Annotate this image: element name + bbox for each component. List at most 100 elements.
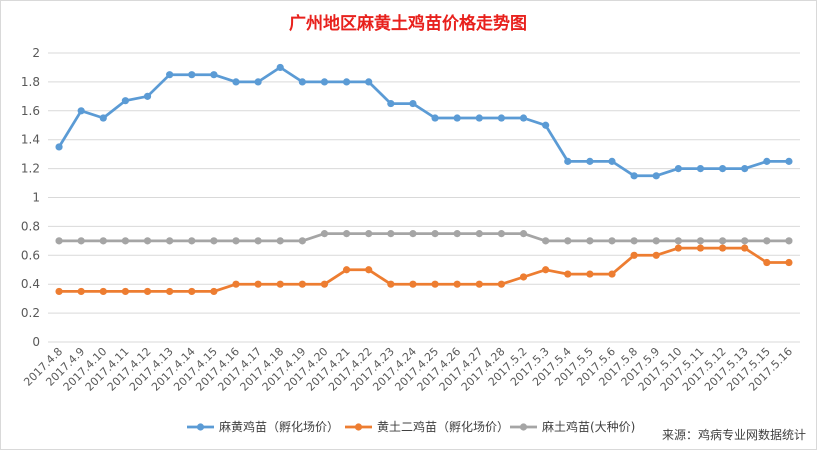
y-tick-label: 0.6 [21, 248, 40, 262]
data-point [475, 230, 483, 238]
data-point [763, 157, 771, 165]
legend-swatch-marker [354, 423, 363, 431]
data-point [453, 114, 461, 122]
data-point [497, 230, 506, 238]
data-point [652, 172, 660, 180]
data-point [718, 165, 727, 173]
data-point [77, 107, 85, 115]
data-point [188, 237, 196, 245]
series-line [57, 66, 789, 178]
data-point [298, 78, 306, 86]
data-point [608, 237, 616, 245]
y-tick-label: 1.2 [21, 162, 40, 176]
data-point [586, 237, 594, 245]
y-tick-label: 1.6 [21, 104, 40, 118]
y-tick-label: 1.8 [21, 75, 40, 89]
data-point [365, 230, 373, 238]
data-point [320, 78, 329, 86]
data-point [55, 237, 63, 245]
data-point [99, 237, 107, 245]
data-point [210, 287, 218, 296]
data-point [763, 258, 771, 267]
data-point [674, 165, 682, 173]
data-point [210, 71, 218, 79]
y-tick-label: 1.4 [21, 133, 40, 147]
data-point [99, 114, 107, 122]
data-point [542, 121, 550, 129]
data-point [674, 244, 682, 252]
data-point [254, 78, 262, 86]
data-point [166, 287, 174, 296]
data-point [741, 244, 749, 252]
data-point [453, 280, 461, 288]
data-point [77, 237, 85, 245]
data-point [276, 63, 284, 72]
series-3 [55, 230, 793, 245]
data-point [519, 273, 528, 281]
data-point [718, 237, 727, 245]
data-point [409, 99, 417, 108]
y-tick-label: 0.8 [21, 219, 40, 233]
data-point [121, 237, 130, 245]
legend-label: 黄土二鸡苗（孵化场价） [377, 419, 509, 434]
data-point [542, 266, 550, 274]
series-1 [55, 63, 793, 180]
legend-label: 麻黄鸡苗（孵化场价） [219, 419, 339, 434]
data-point [342, 266, 351, 274]
data-point [143, 237, 152, 245]
data-point [365, 78, 373, 86]
series-2 [55, 244, 793, 296]
data-point [232, 280, 240, 288]
data-point [741, 237, 749, 245]
data-point [320, 230, 329, 238]
x-axis-ticks: 2017.4.82017.4.92017.4.102017.4.112017.4… [21, 345, 795, 394]
data-point [55, 287, 63, 296]
data-point [608, 157, 616, 165]
data-point [298, 280, 306, 288]
data-point [453, 230, 461, 238]
series-layer [55, 63, 793, 296]
data-point [586, 157, 594, 165]
data-point [387, 230, 395, 238]
data-point [342, 78, 351, 86]
data-point [387, 99, 395, 108]
data-point [210, 237, 218, 245]
data-point [342, 230, 351, 238]
data-point [652, 251, 660, 259]
data-point [409, 280, 417, 288]
y-tick-label: 0 [32, 335, 40, 349]
data-point [718, 244, 727, 252]
data-point [431, 280, 439, 288]
legend: 麻黄鸡苗（孵化场价） 黄土二鸡苗（孵化场价） 麻土鸡苗(大种价) [187, 419, 635, 434]
source-note: 来源：鸡病专业网数据统计 [662, 427, 806, 442]
data-point [475, 114, 483, 122]
data-point [696, 165, 705, 173]
data-point [320, 280, 329, 288]
data-point [564, 270, 572, 278]
series-line [59, 232, 789, 243]
chart-title: 广州地区麻黄土鸡苗价格走势图 [289, 13, 527, 34]
data-point [254, 237, 262, 245]
legend-item-1: 麻黄鸡苗（孵化场价） [187, 419, 339, 434]
data-point [232, 237, 240, 245]
data-point [519, 114, 528, 122]
data-point [232, 78, 240, 86]
data-point [276, 237, 284, 245]
legend-label: 麻土鸡苗(大种价) [542, 419, 635, 434]
legend-item-2: 黄土二鸡苗（孵化场价） [345, 419, 509, 434]
y-tick-label: 0.4 [21, 277, 40, 291]
data-point [166, 71, 174, 79]
legend-item-3: 麻土鸡苗(大种价) [510, 419, 635, 434]
data-point [763, 237, 771, 245]
legend-swatch-marker [519, 423, 528, 431]
data-point [188, 287, 196, 296]
data-point [630, 251, 638, 259]
data-point [143, 92, 152, 100]
data-point [785, 237, 793, 245]
data-point [298, 237, 306, 245]
data-point [409, 230, 417, 238]
data-point [542, 237, 550, 245]
data-point [431, 114, 439, 122]
data-point [785, 157, 793, 165]
